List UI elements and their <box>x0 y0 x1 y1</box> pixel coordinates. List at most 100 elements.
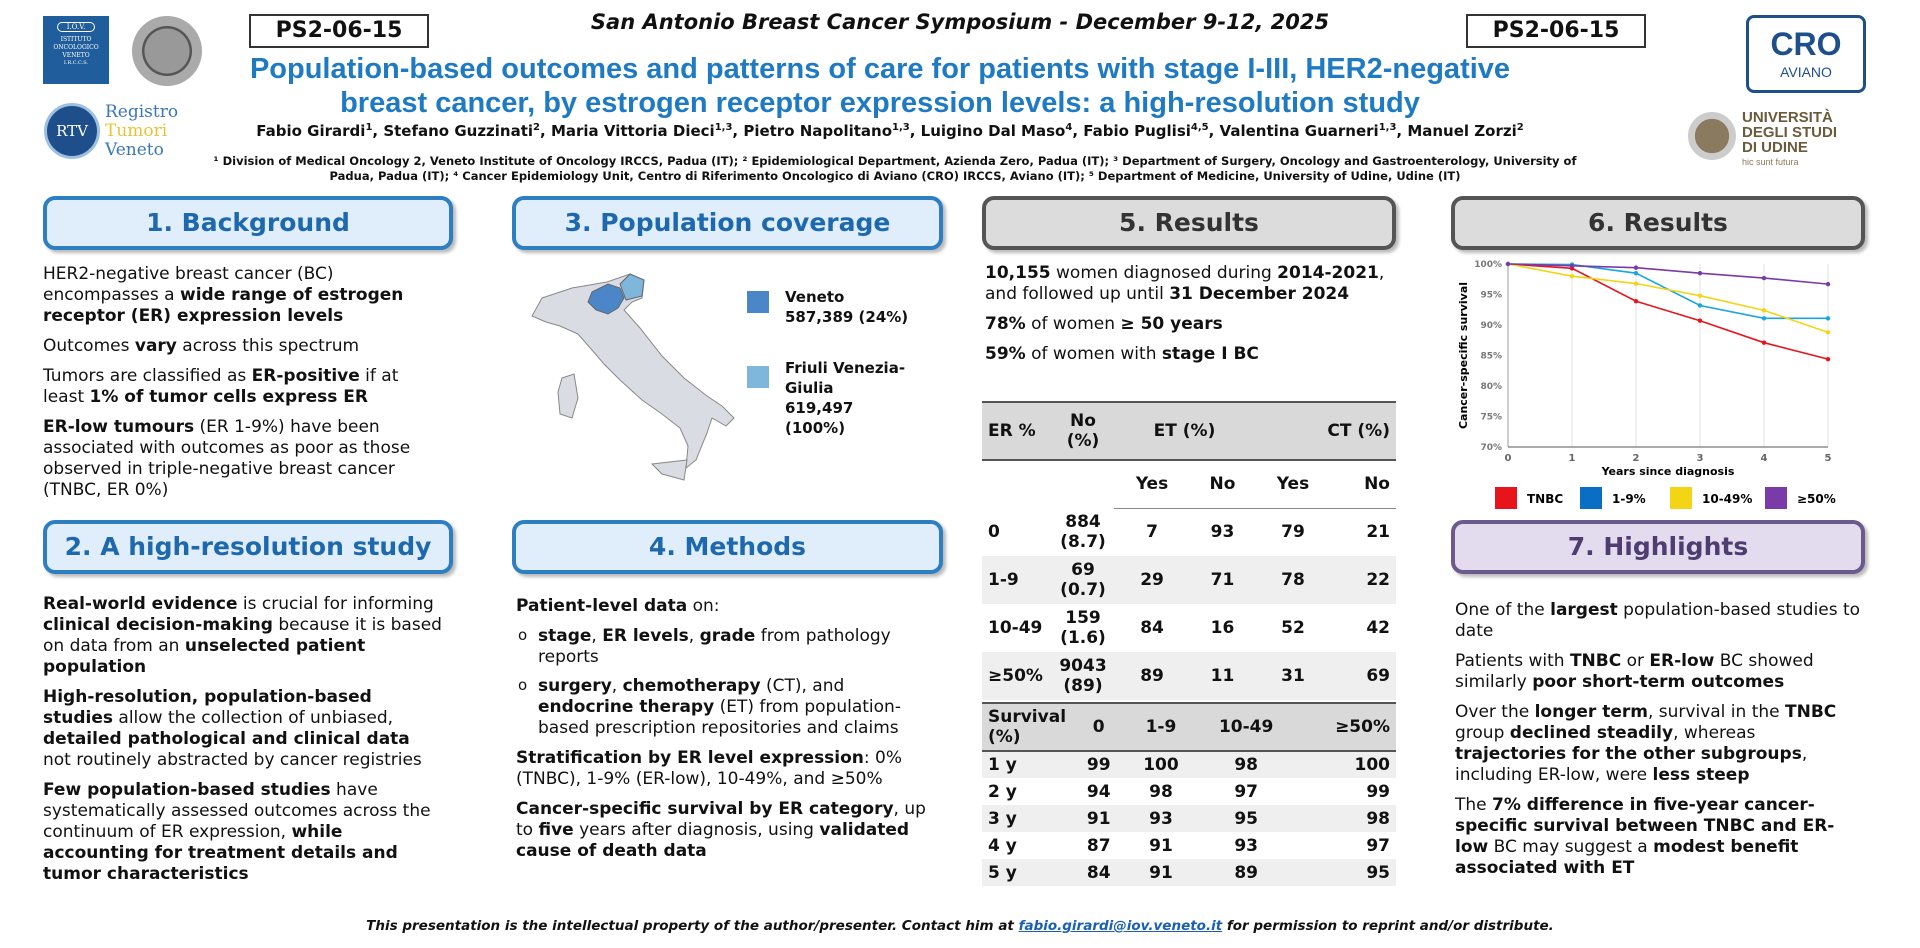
text-run: stage I BC <box>1161 344 1259 364</box>
table-cell: 884 (8.7) <box>1060 512 1106 552</box>
iov-logo-text: I.R.C.C.S. <box>63 60 89 66</box>
table-cell: 0 <box>988 522 1000 542</box>
survival-table: Survival (%) 0 1-9 10-49 ≥50% 1 y 99 100 98 100 2 … <box>982 702 1396 886</box>
table-cell: No <box>1190 460 1255 509</box>
text-run: 31 December 2024 <box>1169 284 1350 304</box>
x-tick-label: 2 <box>1633 453 1640 464</box>
udine-line: UNIVERSITÀ <box>1742 109 1833 126</box>
table-cell: 87 <box>1086 835 1111 856</box>
text-run: One of the <box>1455 600 1551 620</box>
table-header-row: ER % No (%) ET (%) CT (%) <box>982 402 1396 460</box>
section-header-coverage: 3. Population coverage <box>512 196 943 250</box>
iov-logo-text: ONCOLOGICO <box>53 44 99 51</box>
author-affiliation-number: 4 <box>1065 122 1073 133</box>
text-run: while accounting for treatment details a… <box>43 822 398 884</box>
italy-map <box>531 273 735 481</box>
veneto-legend-swatch <box>747 291 769 313</box>
table-row: 2 y 94 98 97 99 <box>982 778 1396 805</box>
title-line: Population-based outcomes and patterns o… <box>249 53 1511 85</box>
text-run: 2014-2021 <box>1277 263 1379 283</box>
text-run: , including ER-low, were <box>1455 744 1808 785</box>
paragraph: 10,155 women diagnosed during 2014-2021,… <box>985 263 1395 305</box>
text-run: less steep <box>1652 765 1750 785</box>
legend-swatch <box>1580 487 1602 509</box>
table-cell <box>1052 460 1114 508</box>
friuli-legend-swatch <box>747 366 769 388</box>
text-run: , whereas <box>1673 723 1756 743</box>
text-run: vary <box>134 336 177 356</box>
paragraph: Real-world evidence is crucial for infor… <box>43 594 443 678</box>
table-cell: 98 <box>1149 781 1173 802</box>
table-cell: 69 (0.7) <box>1060 560 1106 600</box>
paragraph: ER-low tumours (ER 1-9%) have been assoc… <box>43 417 443 501</box>
poster-id-left: PS2-06-15 <box>249 14 429 48</box>
data-point <box>1761 340 1767 345</box>
series-line-2 <box>1507 263 1829 334</box>
region-value: 587,389 (24%) <box>785 308 909 326</box>
paragraph: The 7% difference in five-year cancer-sp… <box>1455 795 1865 879</box>
rtv-logo: RTV <box>44 103 100 159</box>
data-point <box>1825 330 1831 335</box>
table-cell: 29 <box>1140 570 1164 590</box>
region-value: 619,497 (100%) <box>785 399 854 437</box>
text-run: BC showed similarly <box>1455 651 1814 692</box>
text-run: Stratification by ER level expression <box>516 748 864 768</box>
udine-motto: hic sunt futura <box>1742 157 1799 167</box>
table-cell <box>982 460 1052 508</box>
paragraph: Patients with TNBC or ER-low BC showed s… <box>1455 651 1865 693</box>
methods-intro: Patient-level data on: <box>516 596 941 617</box>
table-cell: 93 <box>1234 835 1258 856</box>
x-tick-label: 5 <box>1825 453 1832 464</box>
section-header-methods: 4. Methods <box>512 520 943 574</box>
text-run: or <box>1621 651 1650 671</box>
conference-name: San Antonio Breast Cancer Symposium - De… <box>590 10 1330 34</box>
table-cell: 52 <box>1281 618 1305 638</box>
text-run: Tumors are classified as <box>43 366 252 386</box>
y-tick-label: 100% <box>1474 260 1502 270</box>
text-run: The <box>1455 795 1493 815</box>
legend-label: TNBC <box>1527 492 1563 506</box>
table-cell: 78 <box>1281 570 1305 590</box>
text-run: unselected patient population <box>43 636 366 677</box>
methods-survival: Cancer-specific survival by ER category,… <box>516 799 941 862</box>
text-run: TNBC <box>1785 702 1837 722</box>
table-row: 1 y 99 100 98 100 <box>982 751 1396 778</box>
cro-logo-main: CRO <box>1770 26 1842 62</box>
table-row: ≥50% 9043 (89) 89 11 31 69 <box>982 652 1396 700</box>
data-point <box>1825 281 1831 287</box>
author-affiliation-number: 1 <box>365 122 373 133</box>
text-run: ER-low <box>1649 651 1715 671</box>
text-run: grade <box>699 626 756 646</box>
text-run: surgery <box>538 676 612 696</box>
table-cell: 5 y <box>988 862 1017 883</box>
table-cell: 4 y <box>988 835 1017 856</box>
section-header-results-5: 5. Results <box>982 196 1396 250</box>
author-affiliation-number: 1,3 <box>1378 122 1397 133</box>
data-point <box>1697 270 1703 276</box>
text-run: Few population-based studies <box>43 780 331 800</box>
table-cell: Survival (%) <box>988 707 1067 747</box>
text-run: , <box>591 626 603 646</box>
table-cell: 79 <box>1281 522 1305 543</box>
table-row: 4 y 87 91 93 97 <box>982 832 1396 859</box>
y-tick-label: 70% <box>1480 443 1502 453</box>
y-tick-label: 85% <box>1480 352 1502 362</box>
table-cell: 69 <box>1366 666 1390 686</box>
text-run: on: <box>687 596 720 616</box>
data-point <box>1825 316 1831 321</box>
x-tick-label: 3 <box>1697 453 1704 464</box>
table-row: 10-49 159 (1.6) 84 16 52 42 <box>982 604 1396 652</box>
data-point <box>1505 261 1511 267</box>
italy-mainland <box>531 273 735 470</box>
table-cell: 97 <box>1234 781 1258 802</box>
data-point <box>1761 275 1767 281</box>
contact-email-link[interactable]: fabio.girardi@iov.veneto.it <box>1018 918 1223 934</box>
text-run: , survival in the <box>1647 702 1786 722</box>
text-run: validated cause of death data <box>516 820 910 861</box>
table-cell: ≥50% <box>1335 717 1390 737</box>
text-run: largest <box>1550 600 1618 620</box>
data-point <box>1697 293 1703 298</box>
table-cell: 10-49 <box>1218 717 1274 737</box>
table-cell: 100 <box>1143 755 1179 775</box>
table-cell: ET (%) <box>1153 421 1216 441</box>
